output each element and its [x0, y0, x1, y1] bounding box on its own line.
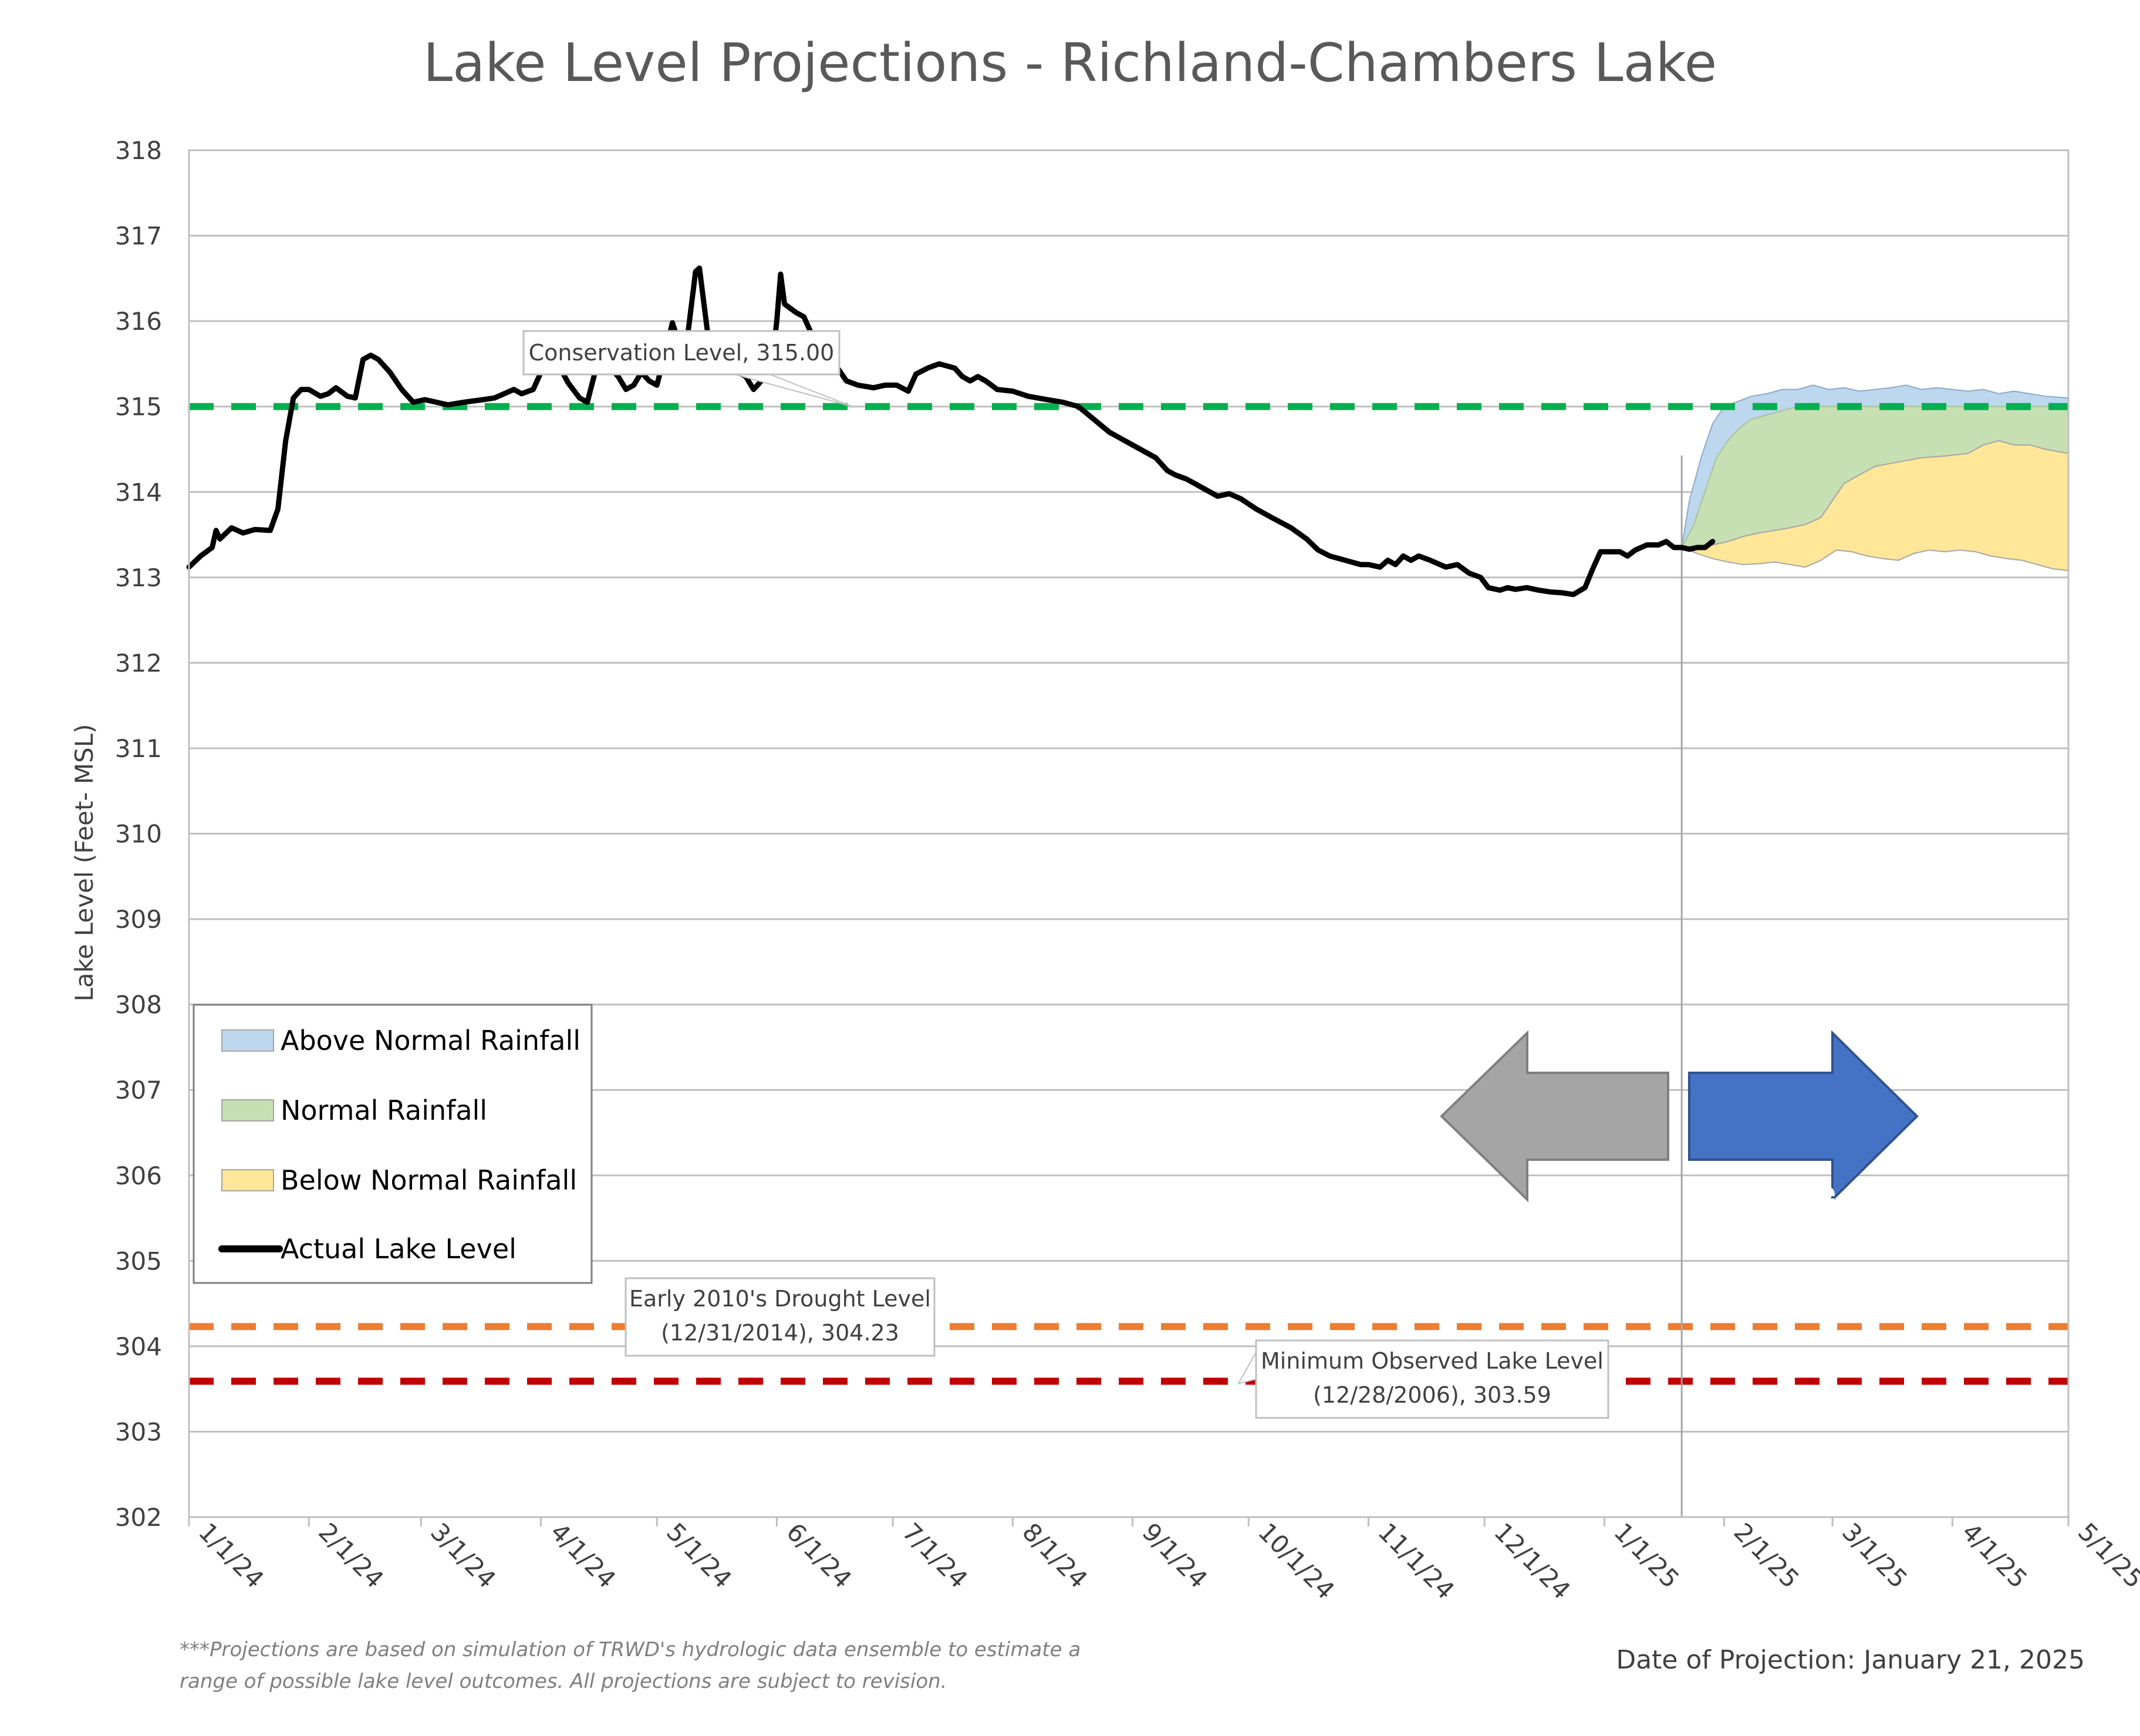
chart-title: Lake Level Projections - Richland-Chambe… [423, 32, 1717, 94]
actual-lake-level-line [186, 265, 1716, 597]
past-arrow-label: Past [1538, 1176, 1613, 1211]
projection-areas [1680, 384, 2069, 572]
y-tick-label: 313 [115, 563, 162, 592]
callout-box-minimum [1255, 1339, 1609, 1419]
future-arrow-shape [1688, 1030, 1919, 1203]
footnote-line-1: ***Projections are based on simulation o… [180, 1638, 1081, 1661]
future-arrow-label: Future [1723, 1176, 1837, 1211]
legend-label-below-normal: Below Normal Rainfall [281, 1164, 577, 1196]
y-tick-label: 308 [115, 991, 162, 1019]
legend-swatch-above-normal [221, 1029, 274, 1052]
legend-swatch-normal [221, 1099, 274, 1122]
callout-box-conservation [522, 330, 841, 376]
y-tick-label: 303 [115, 1417, 162, 1446]
y-tick-label: 315 [115, 393, 162, 421]
legend-label-actual: Actual Lake Level [281, 1233, 517, 1265]
area-below-normal [1681, 440, 2069, 572]
y-tick-label: 317 [115, 222, 162, 251]
legend-label-normal: Normal Rainfall [281, 1095, 487, 1126]
y-tick-label: 309 [115, 905, 162, 934]
y-tick-label: 318 [115, 136, 162, 165]
callout-text-drought-line2: (12/31/2014), 304.23 [661, 1320, 899, 1346]
future-arrow: Future [1688, 1030, 1919, 1211]
y-tick-label: 306 [115, 1161, 162, 1190]
past-arrow: Past [1440, 1030, 1669, 1211]
callout-text-minimum-line1: Minimum Observed Lake Level [1261, 1348, 1604, 1374]
past-arrow-shape [1440, 1030, 1669, 1203]
projection-date-label: Date of Projection: January 21, 2025 [1616, 1645, 2085, 1675]
y-axis-ticks: 302 303 304 305 306 307 308 309 310 311 312 313 314 3… [115, 136, 162, 1532]
y-axis-label: Lake Level (Feet- MSL) [70, 724, 99, 1002]
y-tick-label: 307 [115, 1076, 162, 1105]
plot-frame [188, 149, 2070, 1518]
reference-lines [189, 403, 2068, 1385]
footnote-line-2: range of possible lake level outcomes. A… [180, 1670, 947, 1693]
y-tick-label: 311 [115, 734, 162, 763]
legend-label-above-normal: Above Normal Rainfall [281, 1025, 580, 1056]
y-tick-label: 305 [115, 1247, 162, 1275]
y-tick-label: 314 [115, 478, 162, 506]
legend-swatch-below-normal [221, 1169, 274, 1191]
y-tick-label: 310 [115, 820, 162, 849]
legend: Above Normal Rainfall Normal Rainfall Be… [193, 1004, 593, 1284]
callout-box-drought [625, 1277, 936, 1357]
actual-lake-level [186, 265, 1716, 597]
y-tick-label: 316 [115, 307, 162, 336]
y-tick-label: 312 [115, 649, 162, 677]
y-tick-label: 304 [115, 1332, 162, 1361]
callout-text-conservation: Conservation Level, 315.00 [529, 340, 835, 366]
callout-text-drought-line1: Early 2010's Drought Level [629, 1286, 931, 1312]
y-tick-label: 302 [115, 1503, 162, 1532]
callout-text-minimum-line2: (12/28/2006), 303.59 [1313, 1382, 1551, 1408]
reference-labels: Conservation Level, 315.00 Early 2010's D… [522, 330, 1609, 1419]
